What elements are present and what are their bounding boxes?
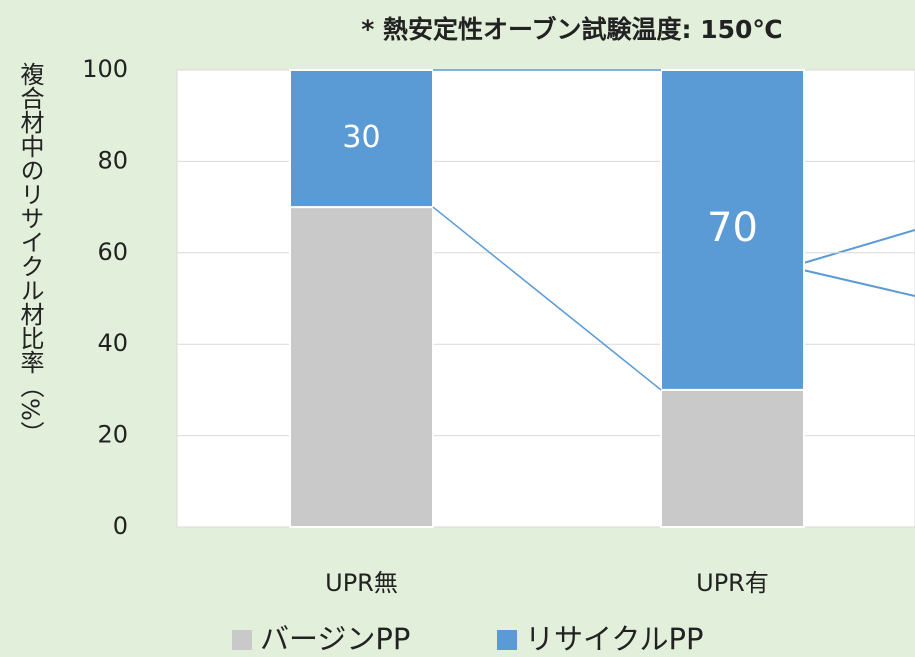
data-label: 70: [707, 205, 758, 251]
x-tick-label: UPR無: [325, 569, 398, 597]
x-tick-label: UPR有: [696, 569, 769, 597]
y-tick-label: 20: [97, 421, 128, 449]
y-axis-label: 複合材中のリサイクル材比率（%）: [16, 62, 44, 445]
y-tick-label: 0: [113, 512, 128, 540]
bar-segment: [660, 388, 805, 528]
bar-segment: [660, 69, 805, 391]
y-tick-label: 100: [82, 55, 128, 83]
data-label: 30: [342, 120, 380, 155]
bar-segment: [289, 206, 434, 528]
legend-swatch: [497, 630, 517, 650]
legend-label: バージンPP: [260, 622, 410, 656]
y-tick-label: 80: [97, 146, 128, 174]
callout: [789, 266, 915, 297]
y-tick-label: 40: [97, 329, 128, 357]
bar-segment: [289, 69, 434, 209]
legend-label: リサイクルPP: [525, 622, 704, 656]
chart-title: * 熱安定性オーブン試験温度: 150℃: [361, 15, 782, 44]
legend-swatch: [232, 630, 252, 650]
callout: [789, 229, 915, 268]
y-tick-label: 60: [97, 238, 128, 266]
series-line: [432, 206, 662, 391]
